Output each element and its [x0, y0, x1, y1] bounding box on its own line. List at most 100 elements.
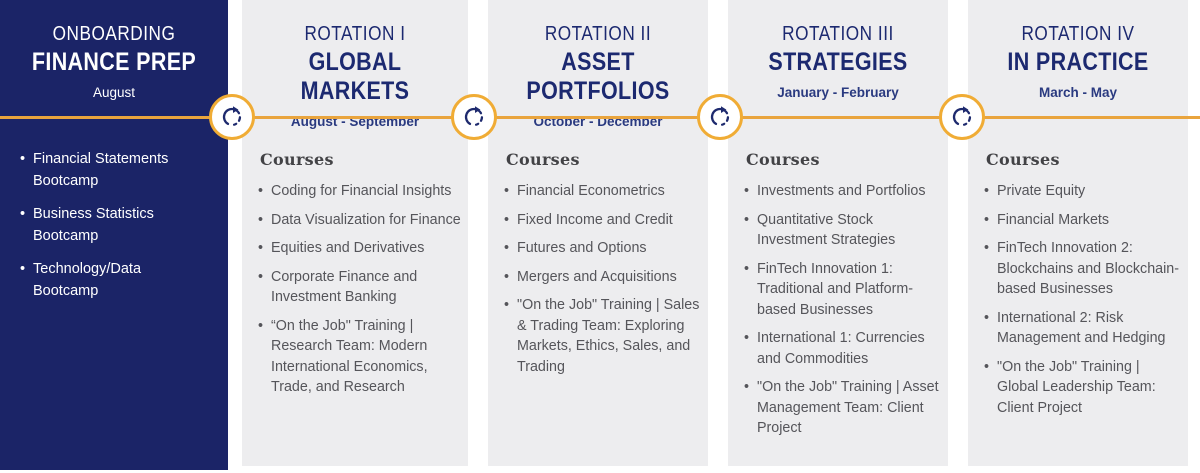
- rotation-courses-section: Courses • Coding for Financial Insights •…: [258, 150, 461, 406]
- course-text: "On the Job" Training | Asset Management…: [757, 379, 939, 436]
- timeline-node: [939, 94, 985, 140]
- bullet-dot: •: [744, 330, 750, 346]
- course-item: • International 2: Risk Management and He…: [984, 308, 1181, 349]
- course-text: International 1: Currencies and Commodit…: [757, 330, 925, 367]
- rotation-courses-section: Courses • Investments and Portfolios • Qua…: [744, 150, 941, 447]
- timeline-node: [209, 94, 255, 140]
- rotation-title: ROTATION IV: [1021, 23, 1135, 45]
- bullet-dot: •: [504, 183, 510, 199]
- rotation-column: ROTATION IV IN PRACTICE March - May Cour…: [968, 0, 1188, 466]
- course-item: • "On the Job" Training | Global Leadersh…: [984, 357, 1181, 419]
- bullet-dot: •: [20, 151, 26, 167]
- course-item: • Equities and Derivatives: [258, 238, 461, 259]
- rotation-title: ROTATION III: [782, 23, 894, 45]
- rotation-subtitle: STRATEGIES: [768, 48, 908, 76]
- course-text: “On the Job" Training | Research Team: M…: [271, 317, 428, 396]
- course-item: • FinTech Innovation 1: Traditional and P…: [744, 259, 941, 321]
- course-text: Private Equity: [997, 183, 1086, 199]
- courses-heading: Courses: [986, 150, 1060, 169]
- course-text: "On the Job" Training | Global Leadershi…: [997, 358, 1156, 416]
- course-text: Futures and Options: [517, 240, 647, 256]
- course-item: • Data Visualization for Finance: [258, 210, 461, 231]
- course-text: FinTech Innovation 2: Blockchains and Bl…: [997, 240, 1179, 297]
- rotation-subtitle: ASSET PORTFOLIOS: [526, 48, 670, 105]
- course-item: • Financial Markets: [984, 210, 1181, 231]
- bullet-dot: •: [20, 206, 26, 222]
- course-text: Corporate Finance and Investment Banking: [271, 268, 418, 306]
- rotation-subtitle: IN PRACTICE: [1007, 48, 1149, 76]
- cycle-refresh-icon: [952, 106, 972, 126]
- prep-course-item: • Technology/Data Bootcamp: [20, 258, 202, 302]
- bullet-dot: •: [504, 268, 510, 285]
- course-text: FinTech Innovation 1: Traditional and Pl…: [757, 260, 914, 318]
- bullet-dot: •: [258, 317, 264, 334]
- bullet-dot: •: [258, 183, 264, 199]
- course-text: Coding for Financial Insights: [271, 183, 452, 199]
- bullet-dot: •: [744, 183, 750, 199]
- rotation-column: ROTATION I GLOBAL MARKETS August - Septe…: [242, 0, 468, 466]
- course-item: • Financial Econometrics: [504, 181, 701, 202]
- bullet-dot: •: [20, 261, 26, 277]
- rotation-column: ROTATION III STRATEGIES January - Februa…: [728, 0, 948, 466]
- prep-course-item: • Business Statistics Bootcamp: [20, 203, 202, 247]
- course-list: • Financial Econometrics • Fixed Income an…: [504, 181, 701, 377]
- course-item: • "On the Job" Training | Asset Managemen…: [744, 377, 941, 439]
- bullet-dot: •: [504, 297, 510, 313]
- course-item: • Coding for Financial Insights: [258, 181, 461, 202]
- bullet-dot: •: [744, 211, 750, 228]
- rotation-subtitle: GLOBAL MARKETS: [300, 48, 410, 105]
- bullet-dot: •: [744, 379, 750, 395]
- bullet-dot: •: [984, 240, 990, 256]
- bullet-dot: •: [258, 211, 264, 228]
- rotation-column: ROTATION II ASSET PORTFOLIOS October - D…: [488, 0, 708, 466]
- rotation-period: March - May: [1038, 85, 1118, 100]
- course-text: Financial Econometrics: [517, 183, 665, 199]
- prep-course-text: Technology/Data Bootcamp: [33, 261, 142, 299]
- bullet-dot: •: [984, 358, 990, 375]
- bullet-dot: •: [984, 211, 990, 228]
- bullet-dot: •: [504, 211, 510, 228]
- bullet-dot: •: [504, 240, 510, 256]
- course-list: • Private Equity • Financial Markets • FinT…: [984, 181, 1181, 418]
- bullet-dot: •: [258, 268, 264, 285]
- course-item: • "On the Job" Training | Sales & Trading…: [504, 295, 701, 377]
- rotation-title: ROTATION II: [544, 23, 652, 45]
- courses-heading: Courses: [746, 150, 820, 169]
- cycle-refresh-icon: [464, 106, 484, 126]
- course-item: • “On the Job" Training | Research Team: …: [258, 316, 461, 398]
- course-item: • Fixed Income and Credit: [504, 210, 701, 231]
- course-item: • Investments and Portfolios: [744, 181, 941, 202]
- bullet-dot: •: [984, 183, 990, 199]
- cycle-refresh-icon: [222, 106, 242, 126]
- course-list: • Investments and Portfolios • Quantitativ…: [744, 181, 941, 439]
- prep-course-item: • Financial Statements Bootcamp: [20, 148, 202, 192]
- timeline-node: [451, 94, 497, 140]
- bullet-dot: •: [984, 309, 990, 326]
- rotation-period: January - February: [777, 85, 899, 100]
- course-item: • Private Equity: [984, 181, 1181, 202]
- course-text: Investments and Portfolios: [757, 183, 926, 199]
- course-item: • International 1: Currencies and Commodi…: [744, 328, 941, 369]
- bullet-dot: •: [258, 240, 264, 256]
- course-item: • Mergers and Acquisitions: [504, 267, 701, 288]
- course-text: "On the Job" Training | Sales & Trading …: [517, 297, 700, 375]
- course-text: Equities and Derivatives: [271, 240, 425, 256]
- course-item: • Quantitative Stock Investment Strategie…: [744, 210, 941, 251]
- course-item: • Futures and Options: [504, 238, 701, 259]
- course-text: Quantitative Stock Investment Strategies: [757, 211, 896, 249]
- finance-prep-panel: ONBOARDING FINANCE PREP August • Financia…: [0, 0, 228, 470]
- prep-subtitle: FINANCE PREP: [31, 48, 197, 76]
- course-list: • Coding for Financial Insights • Data Vis…: [258, 181, 461, 398]
- course-text: Data Visualization for Finance: [271, 211, 461, 228]
- prep-course-list: • Financial Statements Bootcamp • Business…: [20, 148, 202, 313]
- rotation-courses-section: Courses • Private Equity • Financial Marke…: [984, 150, 1181, 426]
- course-item: • FinTech Innovation 2: Blockchains and B…: [984, 238, 1181, 300]
- courses-heading: Courses: [506, 150, 580, 169]
- course-item: • Corporate Finance and Investment Bankin…: [258, 267, 461, 308]
- prep-course-text: Financial Statements Bootcamp: [33, 151, 169, 189]
- bullet-dot: •: [744, 260, 750, 277]
- timeline-node: [697, 94, 743, 140]
- rotation-title: ROTATION I: [304, 23, 406, 45]
- timeline-line: [0, 116, 1200, 119]
